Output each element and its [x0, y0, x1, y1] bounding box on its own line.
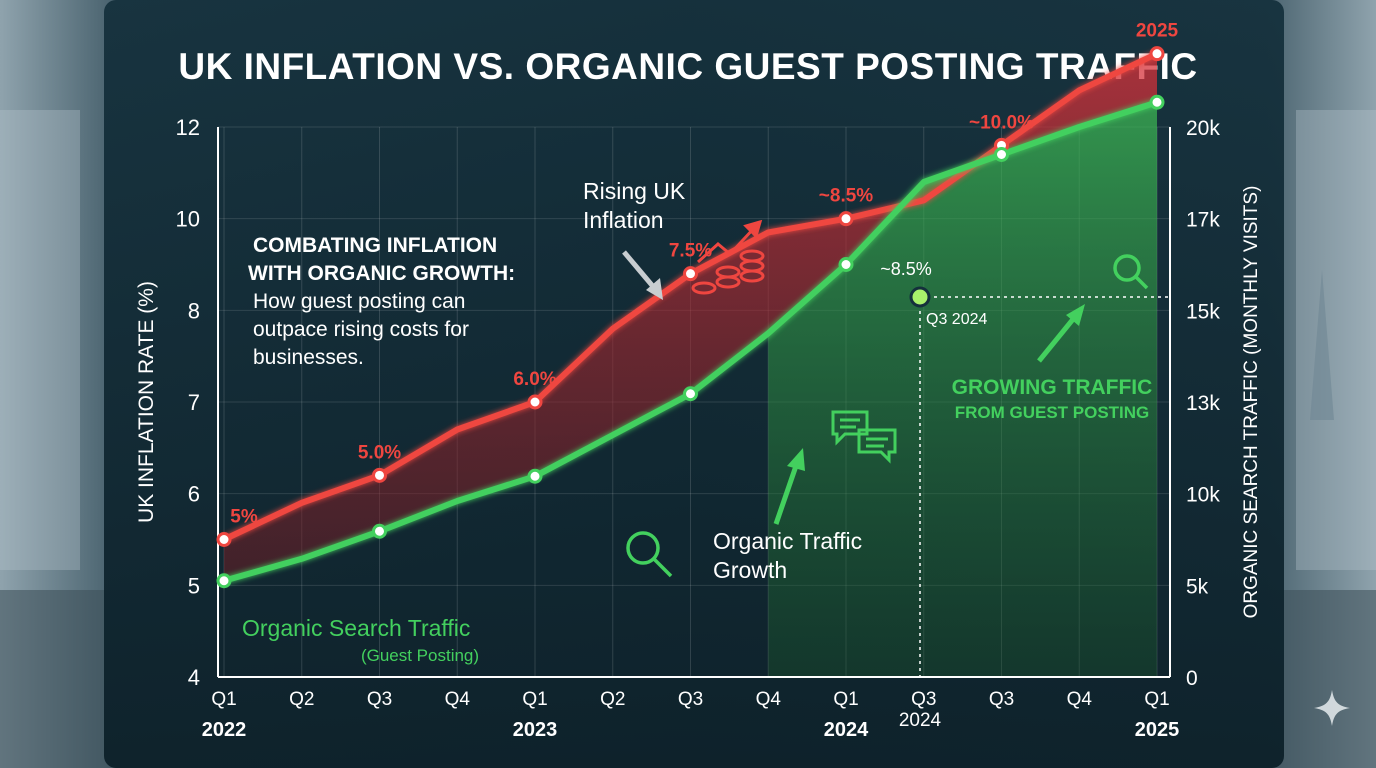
y-right-tick-label: 15k [1186, 300, 1220, 323]
rising-inflation-arrow [622, 250, 663, 300]
x-year-label: 2022 [202, 719, 247, 741]
combating-inflation-heading: COMBATING INFLATION WITH ORGANIC GROWTH: [248, 234, 515, 285]
series-label-organic: Organic Search Traffic [242, 615, 470, 641]
traffic-point [838, 257, 854, 272]
skyscraper-silhouette [1310, 270, 1334, 420]
y-left-tick-label: 4 [188, 665, 200, 690]
y-left-tick-label: 6 [188, 482, 200, 507]
intersection-marker [909, 286, 931, 308]
combating-heading-line-1: COMBATING INFLATION [253, 234, 497, 257]
traffic-point [683, 386, 698, 402]
y-right-tick-label: 20k [1186, 117, 1220, 140]
inflation-data-label: ~8.5% [819, 186, 874, 207]
chat-bubbles-icon [831, 410, 897, 464]
x-tick-label: Q2 [600, 689, 625, 710]
x-tick-label: Q1 [1144, 689, 1169, 710]
organic-traffic-growth-annotation: Organic Traffic Growth [713, 528, 869, 583]
inflation-data-label: 2025 [1136, 21, 1179, 42]
y-right-tick-label: 13k [1186, 392, 1220, 415]
rising-inflation-line-1: Rising UK [583, 178, 686, 204]
inflation-data-label: 7.5% [669, 241, 712, 262]
series-label-guest-posting: (Guest Posting) [361, 646, 479, 665]
organic-growth-arrow [773, 448, 805, 525]
x-year-label: 2024 [824, 719, 869, 741]
rising-inflation-annotation: Rising UK Inflation [583, 178, 692, 233]
x-tick-label: Q3 [678, 689, 703, 710]
inflation-point [372, 467, 387, 483]
inflation-point [1149, 46, 1165, 62]
y-left-tick-label: 8 [188, 298, 200, 323]
x-tick-label: Q1 [522, 689, 547, 710]
inflation-point [683, 266, 698, 282]
combating-inflation-body: How guest posting can outpace rising cos… [253, 290, 475, 369]
inflation-data-label: ~10.0% [969, 112, 1034, 133]
combating-body-line-3: businesses. [253, 346, 364, 369]
y-right-tick-label: 5k [1186, 575, 1209, 598]
traffic-point [1149, 94, 1165, 110]
traffic-point [372, 523, 387, 539]
traffic-point [527, 468, 543, 484]
combating-body-line-1: How guest posting can [253, 290, 465, 313]
y-right-tick-label: 10k [1186, 484, 1220, 507]
ticks: 4 5 6 7 8 10 12 0 5k 10k 13k 15k 17k 20k Q1 Q2 Q3 Q4 Q1 Q2 Q… [176, 115, 1221, 741]
y-left-axis-title: UK INFLATION RATE (%) [135, 281, 158, 523]
inflation-data-label: 5.0% [358, 442, 401, 463]
markers [216, 46, 1165, 589]
data-labels: 5% 5.0% 6.0% 7.5% ~8.5% ~10.0% 2025 [230, 21, 1178, 528]
combating-heading-line-2: WITH ORGANIC GROWTH: [248, 262, 515, 285]
organic-growth-line-2: Growth [713, 557, 787, 583]
y-left-tick-label: 12 [176, 115, 200, 140]
traffic-point [994, 147, 1009, 162]
x-year-label: 2023 [513, 719, 558, 741]
y-right-axis-title: ORGANIC SEARCH TRAFFIC (MONTHLY VISITS) [1241, 186, 1262, 619]
inflation-point [838, 211, 854, 227]
y-left-tick-label: 5 [188, 573, 200, 598]
growing-traffic-arrow [1037, 304, 1085, 363]
window-right [1296, 110, 1376, 570]
y-left-tick-label: 10 [176, 207, 200, 232]
x-tick-label: Q3 [989, 689, 1014, 710]
x-sub-tick-label: 2024 [899, 710, 942, 731]
chart-title: UK INFLATION VS. ORGANIC GUEST POSTING T… [178, 46, 1197, 87]
y-right-tick-label: 0 [1186, 667, 1198, 690]
y-left-tick-label: 7 [188, 390, 200, 415]
x-tick-label: Q2 [289, 689, 314, 710]
combating-body-line-2: outpace rising costs for [253, 318, 469, 341]
x-tick-label: Q4 [445, 689, 471, 710]
growing-traffic-annotation-line-1: GROWING TRAFFIC [952, 376, 1153, 399]
x-tick-label: Q1 [211, 689, 236, 710]
x-year-label: 2025 [1135, 719, 1180, 741]
inflation-point [216, 532, 232, 547]
window-left [0, 110, 80, 570]
intersection-label: Q3 2024 [926, 311, 987, 328]
x-tick-label: Q3 [911, 689, 936, 710]
intersection-value: ~8.5% [880, 259, 932, 279]
inflation-data-label: 6.0% [513, 369, 556, 390]
magnifier-icon [626, 531, 673, 578]
organic-growth-line-1: Organic Traffic [713, 528, 862, 554]
x-tick-label: Q1 [833, 689, 858, 710]
sparkle-icon [1314, 690, 1350, 726]
inflation-data-label: 5% [230, 507, 258, 528]
growing-traffic-annotation-line-2: FROM GUEST POSTING [955, 403, 1150, 422]
rising-inflation-line-2: Inflation [583, 207, 664, 233]
y-right-tick-label: 17k [1186, 209, 1220, 232]
x-tick-label: Q4 [1067, 689, 1093, 710]
traffic-point [216, 573, 232, 589]
coin-chart-icon [691, 219, 765, 295]
inflation-point [527, 394, 543, 410]
x-tick-label: Q3 [367, 689, 392, 710]
magnifier-icon-small [1113, 254, 1149, 290]
x-tick-label: Q4 [756, 689, 782, 710]
